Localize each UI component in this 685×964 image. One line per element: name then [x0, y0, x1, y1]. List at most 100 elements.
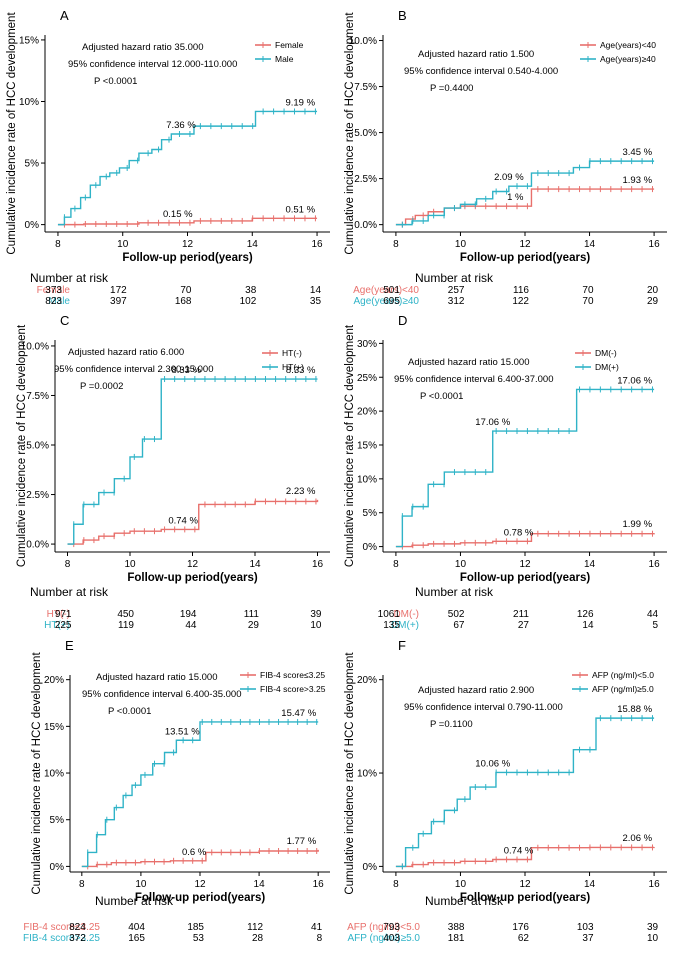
censor-marks: [401, 386, 653, 520]
km-curve-group2: [81, 721, 319, 868]
km-panel-f: F 0% 10% 20% 8 10 12 14 16 Follow-up period(years…: [344, 638, 667, 944]
risk-count: 70: [180, 285, 192, 296]
y-tick-label: 5.0%: [354, 128, 377, 139]
x-axis-title: Follow-up period(years): [460, 252, 591, 264]
mid-rate-label: 0.74 %: [504, 845, 534, 856]
end-rate-label: 17.06 %: [617, 375, 652, 386]
x-tick-label: 14: [254, 879, 266, 890]
risk-count: 403: [383, 933, 400, 944]
y-axis-title: Cumulative incidence rate of HCC develop…: [31, 652, 43, 895]
risk-count: 44: [647, 609, 659, 620]
km-curve-group2: [57, 110, 318, 226]
risk-count: 53: [193, 933, 205, 944]
km-curve-group1: [395, 533, 655, 548]
risk-row-label: HT(+): [44, 620, 70, 631]
confidence-interval-text: 95% confidence interval 0.540-4.000: [404, 66, 558, 77]
risk-count: 112: [247, 922, 263, 933]
panel-letter: A: [60, 8, 69, 23]
x-tick-label: 8: [393, 559, 399, 570]
end-rate-label: 2.23 %: [286, 486, 316, 497]
risk-table-title: Number at risk: [425, 894, 504, 908]
risk-count: 29: [647, 296, 659, 307]
y-tick-label: 20%: [357, 675, 377, 686]
risk-count: 8: [317, 933, 323, 944]
risk-row-label: Age(years)<40: [353, 285, 419, 296]
x-tick-label: 12: [519, 559, 531, 570]
risk-count: 257: [448, 285, 465, 296]
confidence-interval-text: 95% confidence interval 6.400-37.000: [394, 374, 554, 385]
x-axis-title: Follow-up period(years): [127, 572, 258, 584]
y-tick-label: 5%: [25, 159, 40, 170]
risk-count: 103: [577, 922, 594, 933]
x-tick-label: 8: [55, 239, 61, 250]
y-tick-label: 7.5%: [354, 82, 377, 93]
risk-table-title: Number at risk: [415, 271, 494, 285]
risk-count: 10: [647, 933, 659, 944]
y-axis-title: Cumulative incidence rate of HCC develop…: [16, 324, 28, 567]
risk-row-label: DM(-): [393, 609, 419, 620]
x-tick-label: 12: [519, 879, 531, 890]
y-tick-label: 10%: [44, 769, 64, 780]
censor-marks: [63, 108, 316, 221]
risk-count: 823: [45, 296, 62, 307]
mid-rate-label: 0.78 %: [504, 527, 534, 538]
x-tick-label: 14: [247, 239, 259, 250]
km-curve-group2: [395, 160, 655, 226]
panel-letter: D: [398, 313, 407, 328]
x-axis-title: Follow-up period(years): [460, 572, 591, 584]
risk-count: 181: [448, 933, 465, 944]
y-tick-label: 10.0%: [21, 341, 49, 352]
risk-row-label: DM(+): [391, 620, 419, 631]
mid-rate-label: 1 %: [507, 192, 524, 203]
risk-count: 312: [448, 296, 465, 307]
mid-rate-label: 8.33 %: [171, 365, 201, 376]
mid-rate-label: 17.06 %: [475, 417, 510, 428]
mid-rate-label: 2.09 %: [494, 172, 524, 183]
x-tick-label: 10: [455, 559, 467, 570]
km-panel-b: B 0.0% 2.5% 5.0% 7.5% 10.0% 8 10 12 14 16 Follow-up…: [344, 8, 667, 307]
risk-table-title: Number at risk: [95, 894, 174, 908]
risk-row-label: Age(years)≥40: [353, 296, 419, 307]
end-rate-label: 1.77 %: [287, 836, 317, 847]
censor-marks: [401, 186, 653, 228]
y-tick-label: 25%: [357, 373, 377, 384]
x-tick-label: 16: [649, 239, 661, 250]
y-axis-title: Cumulative incidence rate of HCC develop…: [344, 324, 356, 567]
end-rate-label: 0.51 %: [285, 204, 315, 215]
risk-row-label: Male: [48, 296, 70, 307]
y-axis-title: Cumulative incidence rate of HCC develop…: [344, 652, 356, 895]
risk-count: 102: [240, 296, 257, 307]
x-tick-label: 14: [249, 559, 261, 570]
x-tick-label: 10: [455, 239, 467, 250]
panel-letter: F: [398, 638, 406, 653]
risk-count: 10: [310, 620, 322, 631]
risk-count: 450: [117, 609, 134, 620]
censor-marks: [87, 718, 318, 856]
legend-label: Male: [275, 54, 294, 64]
legend-label: DM(+): [595, 362, 619, 372]
km-curve-group2: [395, 388, 655, 548]
legend-label: Age(years)≥40: [600, 54, 656, 64]
end-rate-label: 3.45 %: [623, 147, 653, 158]
end-rate-label: 8.33 %: [286, 365, 316, 376]
hazard-ratio-text: Adjusted hazard ratio 15.000: [408, 357, 529, 368]
risk-count: 39: [310, 609, 322, 620]
risk-count: 404: [128, 922, 145, 933]
mid-rate-label: 0.74 %: [168, 515, 198, 526]
risk-row-label: FIB-4 score>3.25: [23, 933, 100, 944]
risk-count: 122: [512, 296, 529, 307]
panel-letter: C: [60, 313, 69, 328]
y-tick-label: 20%: [44, 675, 64, 686]
censor-marks: [401, 158, 653, 228]
risk-count: 971: [55, 609, 72, 620]
km-curve-group2: [67, 378, 318, 545]
y-tick-label: 2.5%: [26, 490, 49, 501]
x-tick-label: 12: [187, 559, 199, 570]
risk-count: 135: [383, 620, 400, 631]
risk-table-title: Number at risk: [30, 271, 109, 285]
y-tick-label: 20%: [357, 407, 377, 418]
confidence-interval-text: 95% confidence interval 0.790-11.000: [404, 702, 563, 713]
risk-count: 194: [180, 609, 197, 620]
risk-count: 35: [310, 296, 322, 307]
legend-label: HT(+): [282, 362, 304, 372]
